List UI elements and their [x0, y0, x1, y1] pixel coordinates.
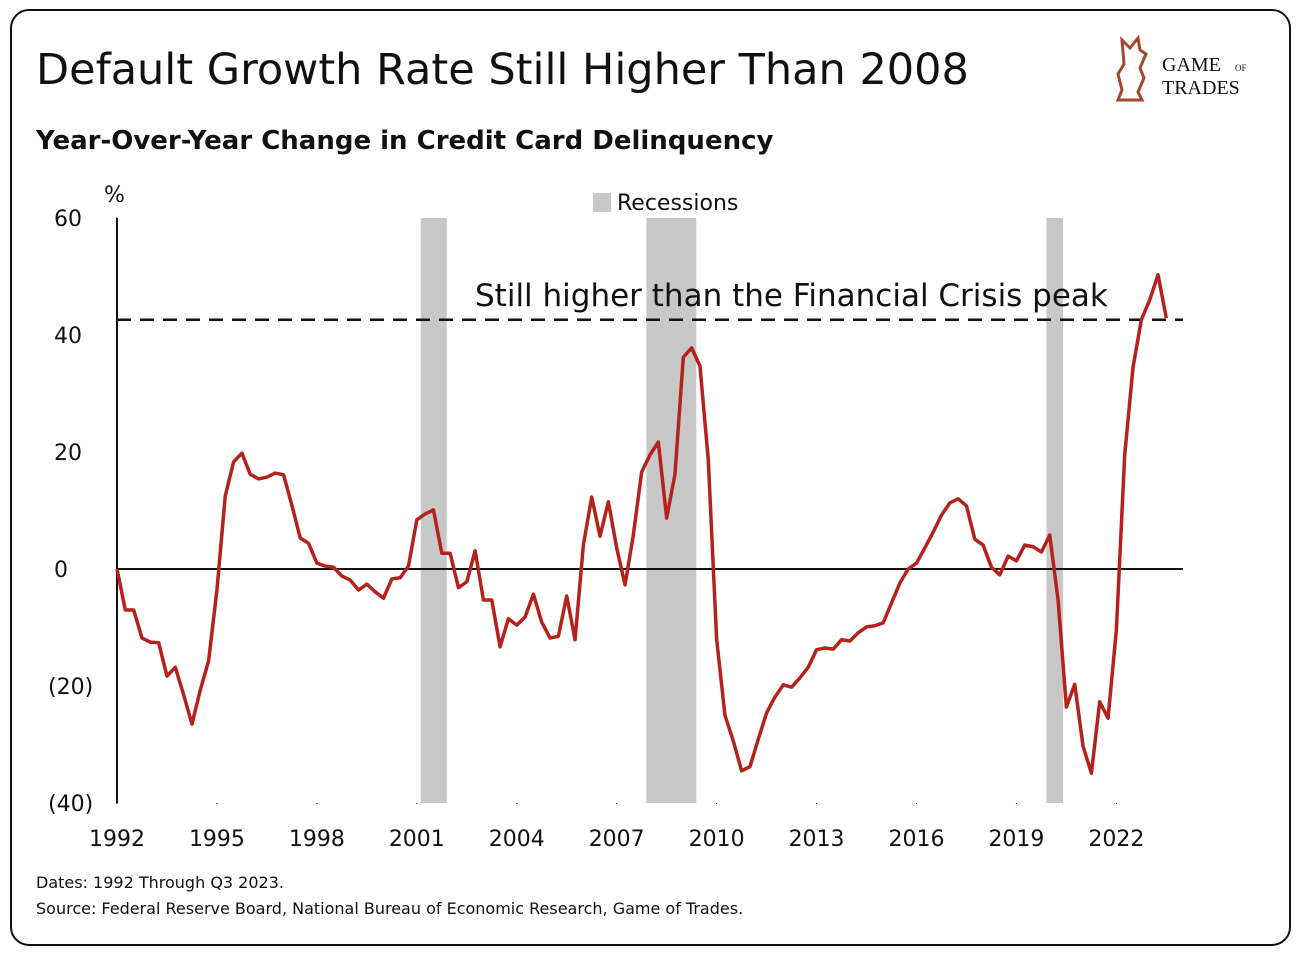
- x-tick-label: 2010: [689, 827, 745, 852]
- y-tick-label: (40): [48, 792, 93, 817]
- x-tick-label: 2022: [1088, 827, 1144, 852]
- y-tick-label: (20): [48, 675, 93, 700]
- legend-swatch: [593, 193, 611, 212]
- logo-text: TRADES: [1162, 77, 1240, 99]
- x-tick-label: 1998: [289, 827, 345, 852]
- y-tick-label: 40: [54, 324, 82, 349]
- note: Dates: 1992 Through Q3 2023.: [36, 873, 284, 892]
- annotation: Still higher than the Financial Crisis p…: [475, 278, 1108, 314]
- y-tick-label: 20: [54, 441, 82, 466]
- x-tick-label: 2007: [589, 827, 645, 852]
- x-tick-label: 2001: [389, 827, 445, 852]
- logo-text: GAME: [1162, 54, 1221, 76]
- y-tick-label: 60: [54, 207, 82, 232]
- logo-text: OF: [1235, 63, 1247, 73]
- x-tick-label: 2013: [789, 827, 845, 852]
- recession-band: [646, 218, 697, 803]
- note: Source: Federal Reserve Board, National …: [36, 899, 743, 918]
- chart-title: Default Growth Rate Still Higher Than 20…: [36, 45, 969, 95]
- legend-label: Recessions: [617, 191, 738, 216]
- chart-subtitle: Year-Over-Year Change in Credit Card Del…: [35, 126, 773, 156]
- y-tick-label: 0: [54, 558, 68, 583]
- logo: GAME OF TRADES: [1115, 34, 1247, 102]
- data-line: [115, 272, 1169, 775]
- recession-band: [1046, 218, 1064, 803]
- x-tick-label: 1992: [89, 827, 145, 852]
- y-unit: %: [104, 183, 125, 208]
- x-tick-label: 2016: [889, 827, 945, 852]
- logo-icon: [1115, 34, 1148, 102]
- x-tick-label: 2019: [988, 827, 1044, 852]
- x-tick-label: 2004: [489, 827, 545, 852]
- x-tick-label: 1995: [189, 827, 245, 852]
